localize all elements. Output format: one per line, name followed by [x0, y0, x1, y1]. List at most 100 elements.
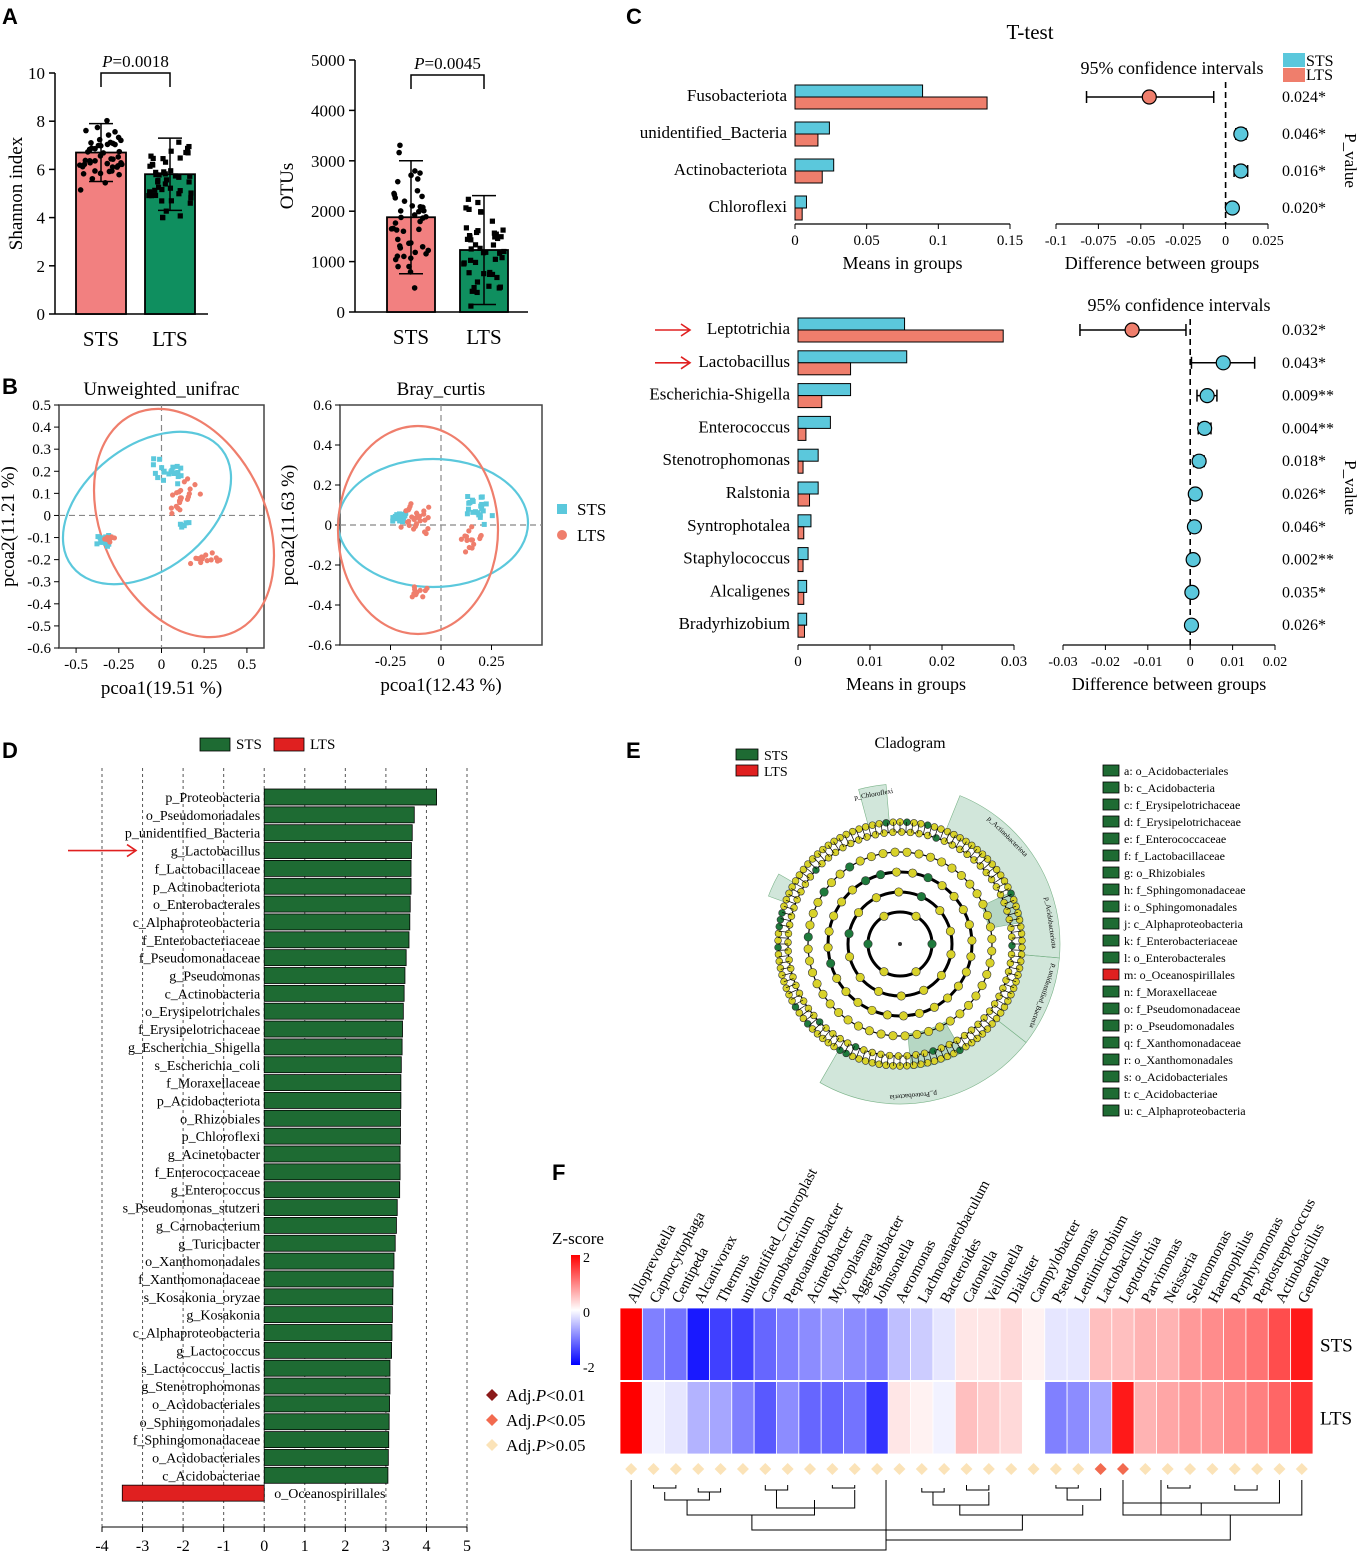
tree-node	[973, 845, 981, 854]
point-sts	[402, 513, 408, 519]
point-sts	[483, 501, 489, 507]
branch	[1006, 978, 1017, 983]
branch	[1008, 972, 1018, 976]
data-point	[463, 205, 469, 211]
point-sts	[177, 521, 183, 527]
y-tick-label: -0.4	[308, 598, 332, 614]
tree-node	[915, 829, 923, 838]
point-sts	[399, 515, 405, 521]
data-point	[150, 162, 156, 168]
branch	[850, 1046, 855, 1056]
point-sts	[470, 509, 476, 515]
dendrogram-branch	[775, 1490, 856, 1509]
tree-node	[897, 828, 906, 836]
key-swatch	[1102, 866, 1120, 879]
tree-node	[929, 1047, 937, 1055]
key-swatch	[1102, 1036, 1120, 1049]
key-swatch	[1102, 815, 1120, 828]
x-tick-label: 2	[341, 1538, 349, 1555]
tree-node	[983, 855, 992, 863]
x-tick-label: 0	[1222, 234, 1229, 249]
y-tick-label: -0.1	[27, 531, 51, 547]
legend-lts-swatch	[557, 530, 567, 540]
legend-sts-label: STS	[236, 737, 262, 753]
tree-node	[983, 1025, 992, 1033]
legend-sts-label: STS	[764, 749, 788, 764]
heat-cell-lts	[731, 1380, 755, 1455]
y-tick-label: 8	[37, 112, 46, 131]
branch	[974, 853, 982, 862]
tree-node	[774, 943, 782, 952]
tree-node	[784, 938, 792, 947]
branch	[791, 994, 801, 1000]
branch	[861, 827, 866, 838]
tree-node	[882, 819, 890, 827]
tree-node	[903, 1052, 911, 1060]
significance-legend-label: Adj.P<0.01	[506, 1386, 585, 1405]
branch	[965, 1034, 972, 1043]
branch	[788, 989, 798, 994]
significance-marker	[647, 1463, 660, 1475]
branch	[782, 912, 792, 916]
tree-node	[927, 939, 937, 949]
data-point	[162, 159, 169, 165]
branch	[809, 862, 818, 870]
tree-node	[775, 922, 783, 931]
data-point	[188, 190, 194, 196]
branch	[797, 1004, 807, 1011]
key-swatch	[1102, 849, 1120, 862]
branch	[818, 1026, 826, 1035]
tree-node	[1000, 1003, 1009, 1011]
legend-lts-swatch	[735, 764, 759, 777]
tree-node	[789, 973, 797, 981]
heat-cell-sts	[932, 1307, 956, 1382]
data-point	[415, 208, 422, 215]
tree-node	[916, 892, 926, 902]
tree-node	[992, 865, 1001, 874]
lda-label: f_Moraxellaceae	[166, 1077, 260, 1092]
tree-node	[985, 922, 995, 932]
point-lts	[425, 526, 431, 532]
tree-node	[782, 984, 790, 992]
lda-bar	[263, 1056, 402, 1074]
panel-label-e: E	[626, 738, 641, 763]
data-point	[183, 149, 189, 156]
branch	[780, 918, 791, 922]
tree-node	[860, 1046, 868, 1054]
tree-node	[808, 855, 817, 863]
difference-point	[1199, 388, 1215, 404]
data-point	[466, 206, 472, 212]
category-label: Bradyrhizobium	[679, 614, 790, 633]
data-point	[392, 256, 399, 263]
lda-bar	[263, 895, 411, 913]
point-lts	[200, 554, 206, 560]
branch	[783, 905, 794, 910]
point-sts	[465, 506, 471, 512]
lda-bar	[263, 1449, 389, 1466]
branch	[928, 826, 932, 836]
lda-bar	[263, 1234, 396, 1252]
tree-node	[832, 973, 842, 983]
key-label: c: f_Erysipelotrichaceae	[1124, 798, 1240, 812]
data-point	[468, 257, 474, 263]
tree-node	[950, 1049, 958, 1058]
legend-text-part: Adj.	[506, 1436, 536, 1455]
tree-node	[853, 997, 863, 1007]
heat-cell-lts	[954, 1380, 979, 1455]
tree-node	[877, 1050, 885, 1059]
data-point	[472, 259, 479, 266]
branch	[828, 1034, 835, 1043]
data-point	[155, 184, 162, 190]
significance-marker	[1027, 1463, 1040, 1475]
tree-node	[995, 992, 1003, 1000]
tree-node	[911, 967, 921, 977]
tree-node	[1002, 976, 1010, 984]
lda-label: c_Acidobacteriae	[162, 1469, 260, 1484]
data-point	[466, 270, 472, 276]
legend-sts-label: STS	[1306, 53, 1334, 70]
point-lts	[417, 587, 423, 593]
tree-node	[1009, 984, 1018, 993]
significance-bracket	[100, 72, 171, 87]
lda-bar	[263, 806, 415, 824]
tree-node	[910, 819, 918, 827]
